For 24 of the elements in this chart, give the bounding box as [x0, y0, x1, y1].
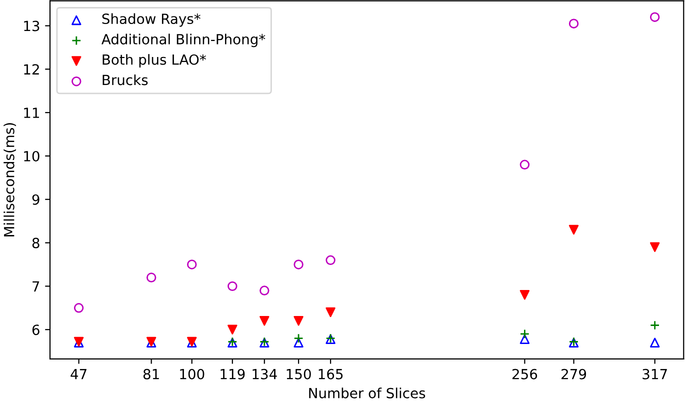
x-tick-label: 119 [220, 368, 245, 380]
x-tick-label: 81 [143, 368, 159, 380]
x-tick-label: 47 [70, 369, 86, 380]
x-tick-label: 165 [318, 368, 343, 380]
legend-label: Both plus LAO* [102, 54, 206, 68]
x-tick-label: 317 [642, 368, 667, 380]
x-tick-label: 134 [252, 368, 277, 380]
y-tick-label: 10 [24, 150, 40, 162]
x-tick-label: 279 [562, 368, 586, 380]
legend-label: Shadow Rays* [102, 13, 200, 27]
x-tick-label: 256 [512, 368, 538, 380]
y-tick-label: 6 [32, 324, 40, 336]
y-axis-title: Milliseconds(ms) [4, 123, 16, 236]
x-tick-label: 100 [180, 368, 204, 380]
y-tick-label: 13 [24, 20, 40, 32]
y-tick-label: 12 [24, 64, 39, 74]
x-tick-label: 150 [286, 368, 311, 380]
x-axis-title: Number of Slices [309, 388, 426, 398]
legend-label: Brucks [102, 74, 148, 86]
legend-label: Additional Blinn-Phong* [102, 34, 266, 48]
y-tick-label: 7 [32, 281, 40, 292]
y-tick-label: 9 [32, 194, 40, 205]
y-tick-label: 8 [32, 238, 40, 248]
y-tick-label: 11 [24, 108, 39, 118]
